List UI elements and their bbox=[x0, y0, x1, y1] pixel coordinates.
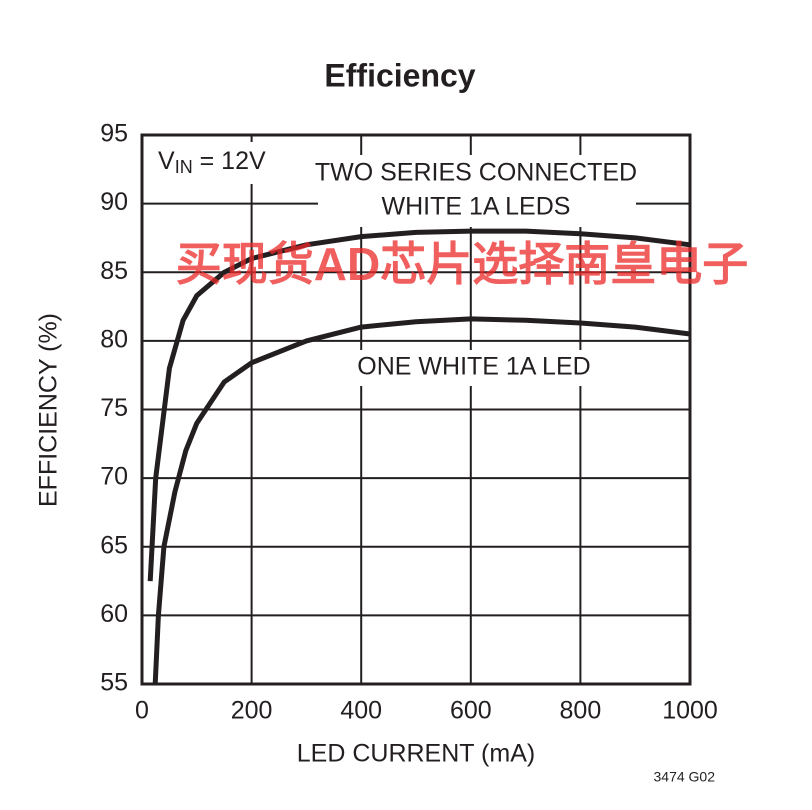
label-background bbox=[318, 155, 636, 227]
annotation-part: = 12V bbox=[193, 147, 266, 175]
y-tick-label: 80 bbox=[100, 325, 128, 353]
watermark: 买现货AD芯片选择南皇电子 bbox=[176, 238, 748, 290]
x-tick-label: 200 bbox=[231, 697, 273, 725]
annotation: WHITE 1A LEDS bbox=[382, 193, 571, 221]
y-tick-label: 65 bbox=[100, 531, 128, 559]
annotation: TWO SERIES CONNECTED bbox=[315, 159, 637, 187]
x-tick-label: 0 bbox=[135, 697, 149, 725]
plot-frame bbox=[140, 133, 692, 686]
label-background bbox=[352, 350, 596, 386]
line-series bbox=[152, 316, 691, 685]
x-tick-label: 800 bbox=[560, 697, 602, 725]
annotation-part: IN bbox=[175, 157, 193, 177]
annotation-part: V bbox=[158, 147, 175, 175]
chart-title: Efficiency bbox=[324, 57, 475, 93]
x-axis-label: LED CURRENT (mA) bbox=[297, 740, 535, 768]
y-tick-label: 95 bbox=[100, 120, 128, 148]
line-series bbox=[147, 228, 691, 582]
y-tick-label: 90 bbox=[100, 188, 128, 216]
y-tick-label: 55 bbox=[100, 669, 128, 697]
label-background bbox=[150, 142, 270, 184]
annotation: ONE WHITE 1A LED bbox=[357, 353, 590, 381]
x-tick-label: 400 bbox=[340, 697, 382, 725]
y-tick-label: 60 bbox=[100, 600, 128, 628]
y-tick-label: 70 bbox=[100, 463, 128, 491]
y-tick-label: 85 bbox=[100, 257, 128, 285]
x-tick-label: 1000 bbox=[662, 697, 718, 725]
figure-id: 3474 G02 bbox=[654, 769, 716, 785]
y-tick-label: 75 bbox=[100, 394, 128, 422]
x-tick-label: 600 bbox=[450, 697, 492, 725]
y-axis-label: EFFICIENCY (%) bbox=[35, 313, 63, 507]
annotation: VIN = 12V bbox=[158, 147, 266, 177]
